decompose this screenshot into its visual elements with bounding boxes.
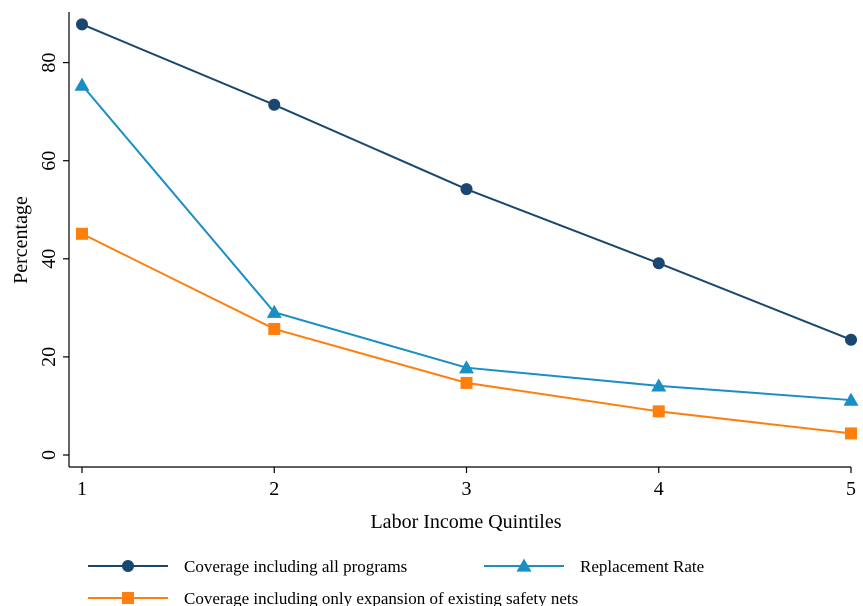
legend-label: Replacement Rate xyxy=(580,557,704,576)
x-tick-label: 4 xyxy=(654,478,664,500)
series-layer xyxy=(74,18,859,440)
data-point-square xyxy=(652,405,665,418)
data-point-circle xyxy=(652,257,665,270)
data-point-circle xyxy=(76,18,88,31)
data-point-triangle xyxy=(459,360,474,374)
data-point-triangle xyxy=(74,77,90,91)
y-tick-label: 60 xyxy=(38,151,60,171)
data-point-square xyxy=(460,376,473,389)
data-point-triangle xyxy=(266,304,282,318)
series-line xyxy=(81,232,852,435)
data-point-circle xyxy=(268,98,281,111)
x-axis-title: Labor Income Quintiles xyxy=(370,511,561,533)
axes: 0 20 40 60 80 1 2 3 4 5 xyxy=(38,12,856,500)
y-tick-label: 0 xyxy=(38,450,60,460)
legend: Coverage including all programs Replaceme… xyxy=(88,557,704,606)
data-point-triangle xyxy=(843,392,859,406)
series-line xyxy=(81,84,852,402)
data-point-circle xyxy=(845,333,857,346)
y-tick-label: 80 xyxy=(38,53,60,73)
data-point-circle xyxy=(122,560,134,572)
x-tick-label: 2 xyxy=(269,478,279,500)
legend-label: Coverage including all programs xyxy=(184,557,407,576)
series-line xyxy=(81,23,852,341)
data-point-square xyxy=(122,592,134,604)
x-tick-label: 1 xyxy=(77,478,87,500)
x-tick-label: 3 xyxy=(462,478,472,500)
series-circle xyxy=(76,18,857,346)
legend-label: Coverage including only expansion of exi… xyxy=(184,589,578,606)
legend-entry: Coverage including all programs xyxy=(88,557,407,576)
series-triangle xyxy=(74,77,859,406)
series-square xyxy=(76,227,857,440)
data-point-square xyxy=(268,322,281,335)
data-point-square xyxy=(845,427,857,440)
data-point-triangle xyxy=(516,558,532,572)
legend-entry: Replacement Rate xyxy=(484,557,704,576)
data-point-circle xyxy=(460,183,473,196)
y-tick-label: 20 xyxy=(38,347,60,367)
y-axis-title: Percentage xyxy=(10,196,32,284)
data-point-square xyxy=(76,227,88,240)
x-tick-label: 5 xyxy=(846,478,856,500)
data-point-triangle xyxy=(651,378,667,392)
y-tick-label: 40 xyxy=(38,249,60,269)
legend-entry: Coverage including only expansion of exi… xyxy=(88,589,578,606)
